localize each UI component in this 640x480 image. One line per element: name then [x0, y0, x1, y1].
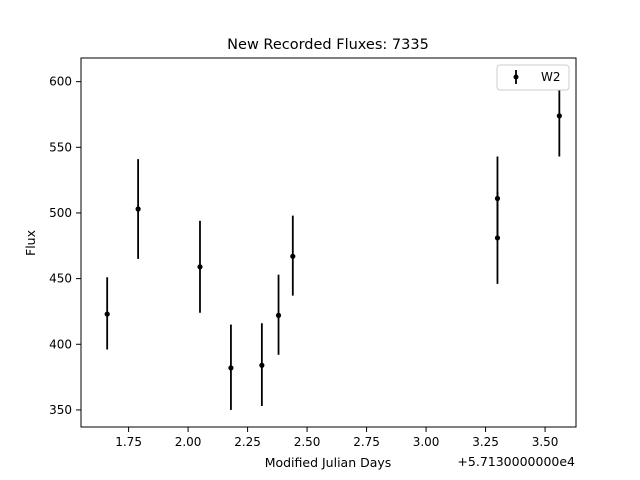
plot-area: 1.75 2.00 2.25 2.50 2.75 3.00 3.25 3.50 350 400 4… — [49, 57, 577, 449]
y-tick-label: 550 — [49, 140, 72, 154]
y-axis-label: Flux — [23, 230, 38, 256]
y-tick-label: 450 — [49, 272, 72, 286]
data-point — [228, 365, 234, 371]
data-point — [259, 362, 265, 368]
y-tick-label: 600 — [49, 75, 72, 89]
data-point — [135, 206, 141, 212]
x-tick-label: 2.75 — [353, 435, 380, 449]
legend-label-w2: W2 — [541, 70, 561, 84]
y-tick-label: 350 — [49, 403, 72, 417]
x-tick-label: 3.00 — [413, 435, 440, 449]
chart-title: New Recorded Fluxes: 7335 — [227, 37, 429, 53]
data-point — [494, 235, 501, 241]
y-axis: 350 400 450 500 550 600 — [49, 75, 81, 417]
x-tick-label: 3.50 — [532, 435, 559, 449]
x-axis-offset-label: +5.7130000000e4 — [457, 454, 575, 469]
legend-box — [496, 64, 570, 91]
x-tick-label: 2.25 — [234, 435, 261, 449]
series-layer — [104, 76, 562, 410]
legend: W2 — [496, 64, 570, 91]
y-tick-label: 400 — [49, 337, 72, 351]
data-point — [197, 264, 203, 270]
legend-point-marker — [513, 74, 519, 80]
axes-frame — [80, 57, 577, 428]
data-point — [104, 311, 110, 317]
x-axis-label: Modified Julian Days — [265, 455, 392, 470]
data-point — [290, 253, 296, 259]
x-axis: 1.75 2.00 2.25 2.50 2.75 3.00 3.25 3.50 — [115, 427, 558, 449]
x-tick-label: 2.00 — [175, 435, 202, 449]
y-tick-label: 500 — [49, 206, 72, 220]
x-tick-label: 1.75 — [115, 435, 142, 449]
data-point — [556, 113, 562, 119]
x-tick-label: 3.25 — [472, 435, 499, 449]
x-tick-label: 2.50 — [294, 435, 321, 449]
data-point — [275, 312, 282, 318]
